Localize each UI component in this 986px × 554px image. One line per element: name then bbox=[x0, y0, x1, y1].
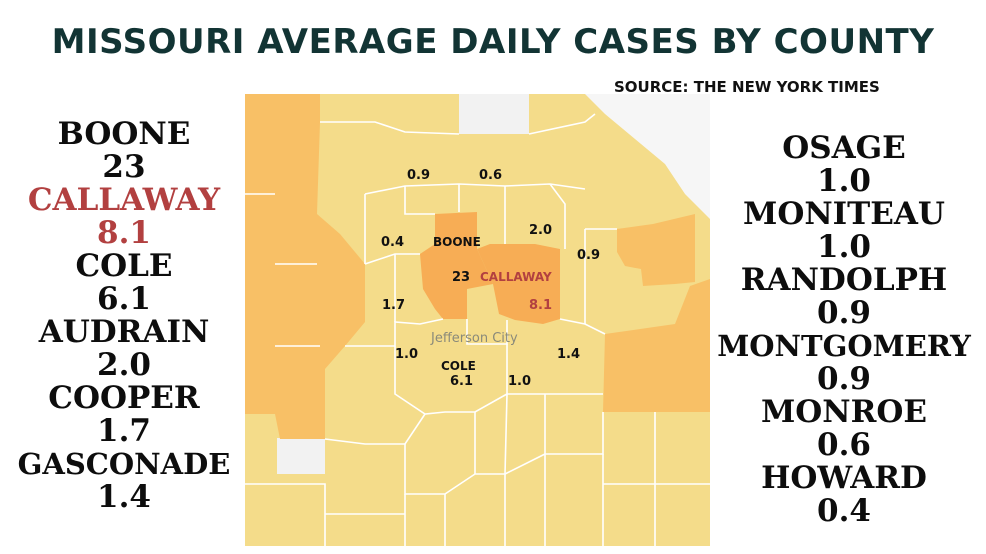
right-county-list: OSAGE 1.0 MONITEAU 1.0 RANDOLPH 0.9 MONT… bbox=[704, 132, 984, 528]
right-county-value: 0.6 bbox=[817, 427, 871, 463]
map-label-boone-name: BOONE bbox=[433, 235, 481, 249]
map-label-callaway-value: 8.1 bbox=[529, 298, 553, 313]
left-county-name: COOPER bbox=[48, 380, 200, 416]
right-county-name: HOWARD bbox=[761, 460, 927, 496]
map-label-howard: 0.4 bbox=[381, 235, 405, 250]
county-map-svg bbox=[245, 94, 710, 546]
map-label-cole-value: 6.1 bbox=[450, 374, 474, 389]
county-southeast-orange bbox=[603, 279, 710, 412]
left-county-value: 6.1 bbox=[97, 281, 151, 317]
map-label-moniteau: 1.0 bbox=[395, 347, 419, 362]
map-label-callaway-name: CALLAWAY bbox=[480, 270, 552, 284]
map-label-monroe: 0.6 bbox=[479, 168, 503, 183]
left-county-name: CALLAWAY bbox=[27, 182, 221, 218]
county-west-orange bbox=[245, 94, 365, 439]
county-map: 0.9 0.6 BOONE 0.4 2.0 0.9 23 CALLAWAY 1.… bbox=[245, 94, 710, 546]
map-label-boone-value: 23 bbox=[452, 270, 471, 285]
left-county-value: 8.1 bbox=[97, 215, 151, 251]
right-county-name: OSAGE bbox=[782, 130, 906, 166]
map-label-randolph: 0.9 bbox=[407, 168, 431, 183]
left-county-value: 2.0 bbox=[97, 347, 151, 383]
right-county-name: MONTGOMERY bbox=[717, 329, 971, 363]
map-label-montgomery: 0.9 bbox=[577, 248, 601, 263]
county-boone bbox=[420, 212, 493, 319]
map-label-cooper: 1.7 bbox=[382, 298, 406, 313]
source-credit: SOURCE: THE NEW YORK TIMES bbox=[614, 78, 880, 96]
map-label-osage: 1.0 bbox=[508, 374, 532, 389]
right-county-value: 0.9 bbox=[817, 295, 871, 331]
left-county-name: GASCONADE bbox=[17, 447, 231, 481]
county-east-orange bbox=[617, 214, 695, 286]
map-gap-bottom-left bbox=[277, 438, 325, 474]
county-callaway bbox=[477, 244, 560, 324]
left-county-value: 1.7 bbox=[97, 413, 151, 449]
left-county-value: 23 bbox=[102, 149, 146, 185]
right-county-value: 1.0 bbox=[817, 163, 871, 199]
map-gap-right bbox=[585, 94, 710, 219]
right-county-value: 0.4 bbox=[817, 493, 871, 529]
map-gap-top bbox=[459, 94, 529, 134]
left-county-name: COLE bbox=[75, 248, 173, 284]
map-label-gasconade: 1.4 bbox=[557, 347, 581, 362]
right-county-value: 1.0 bbox=[817, 229, 871, 265]
right-county-value: 0.9 bbox=[817, 361, 871, 397]
left-county-list: BOONE 23 CALLAWAY 8.1 COLE 6.1 AUDRAIN 2… bbox=[4, 118, 244, 514]
left-county-name: AUDRAIN bbox=[38, 314, 210, 350]
map-label-jefferson-city: Jefferson City bbox=[431, 331, 518, 346]
left-county-value: 1.4 bbox=[97, 479, 151, 515]
right-county-name: MONITEAU bbox=[743, 196, 945, 232]
page-title: MISSOURI AVERAGE DAILY CASES BY COUNTY bbox=[51, 22, 935, 62]
right-county-name: MONROE bbox=[760, 394, 928, 430]
map-label-audrain: 2.0 bbox=[529, 223, 553, 238]
map-label-cole-name: COLE bbox=[441, 359, 476, 373]
left-county-name: BOONE bbox=[57, 116, 191, 152]
right-county-name: RANDOLPH bbox=[740, 262, 948, 298]
